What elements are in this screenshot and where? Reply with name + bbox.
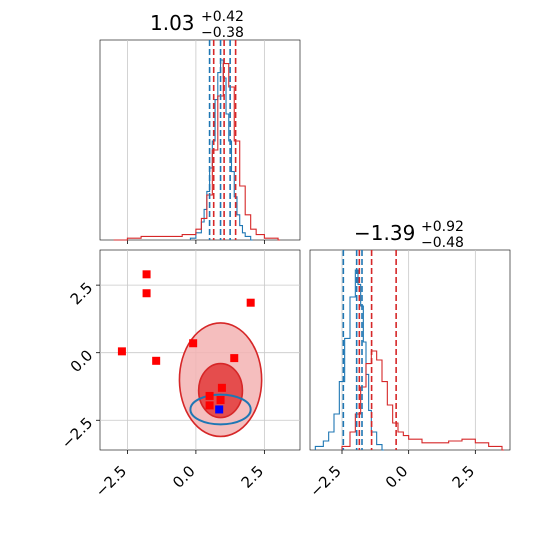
marginal-histogram-param2: −2.5 0.0 2.5 −1.39 +0.92 −0.48 xyxy=(306,219,511,501)
marker-red xyxy=(205,401,214,410)
title-value: 1.03 xyxy=(150,11,195,35)
marker-blue xyxy=(215,405,224,414)
panel-title: −1.39 +0.92 −0.48 xyxy=(354,219,464,251)
joint-scatter-contour: −2.5 0.0 2.5 2.5 0.0 −2.5 xyxy=(58,249,301,501)
histogram-blue xyxy=(189,59,253,241)
contour-blue xyxy=(189,393,252,426)
title-plus: +0.42 xyxy=(201,9,244,25)
marker-red xyxy=(205,391,214,400)
marker-red xyxy=(217,383,226,392)
x-tick-label: 2.5 xyxy=(238,462,268,492)
marker-red xyxy=(246,298,255,307)
grid-lines xyxy=(341,250,476,454)
panel-frame xyxy=(309,249,511,451)
marker-red xyxy=(216,396,225,404)
x-tick-label: 0.0 xyxy=(382,462,412,492)
x-tick-label: −2.5 xyxy=(306,462,344,500)
x-tick-labels: −2.5 0.0 2.5 xyxy=(92,462,267,500)
marginal-histogram-param1: 1.03 +0.42 −0.38 xyxy=(99,9,301,244)
x-tick-labels: −2.5 0.0 2.5 xyxy=(306,462,478,500)
title-value: −1.39 xyxy=(354,221,415,245)
grid-lines xyxy=(126,40,265,244)
title-plus: +0.92 xyxy=(421,219,464,235)
marker-red xyxy=(142,270,151,279)
marker-red xyxy=(117,347,126,356)
panel-title: 1.03 +0.42 −0.38 xyxy=(150,9,244,41)
y-tick-label: 2.5 xyxy=(67,279,97,309)
x-tick-label: 2.5 xyxy=(449,462,479,492)
x-tick-label: −2.5 xyxy=(92,462,130,500)
panel-frame xyxy=(99,39,301,241)
y-tick-labels: 2.5 0.0 −2.5 xyxy=(58,279,96,453)
marker-red xyxy=(230,354,239,363)
marker-points xyxy=(117,270,255,414)
title-minus: −0.48 xyxy=(421,235,464,251)
y-tick-label: 0.0 xyxy=(67,346,97,376)
y-tick-label: −2.5 xyxy=(58,414,96,452)
title-minus: −0.38 xyxy=(201,25,244,41)
x-tick-label: 0.0 xyxy=(169,462,199,492)
marker-red xyxy=(189,339,198,348)
marker-red xyxy=(152,356,161,365)
quantile-lines xyxy=(208,40,237,240)
marker-red xyxy=(142,289,151,298)
quantile-lines xyxy=(342,250,397,450)
